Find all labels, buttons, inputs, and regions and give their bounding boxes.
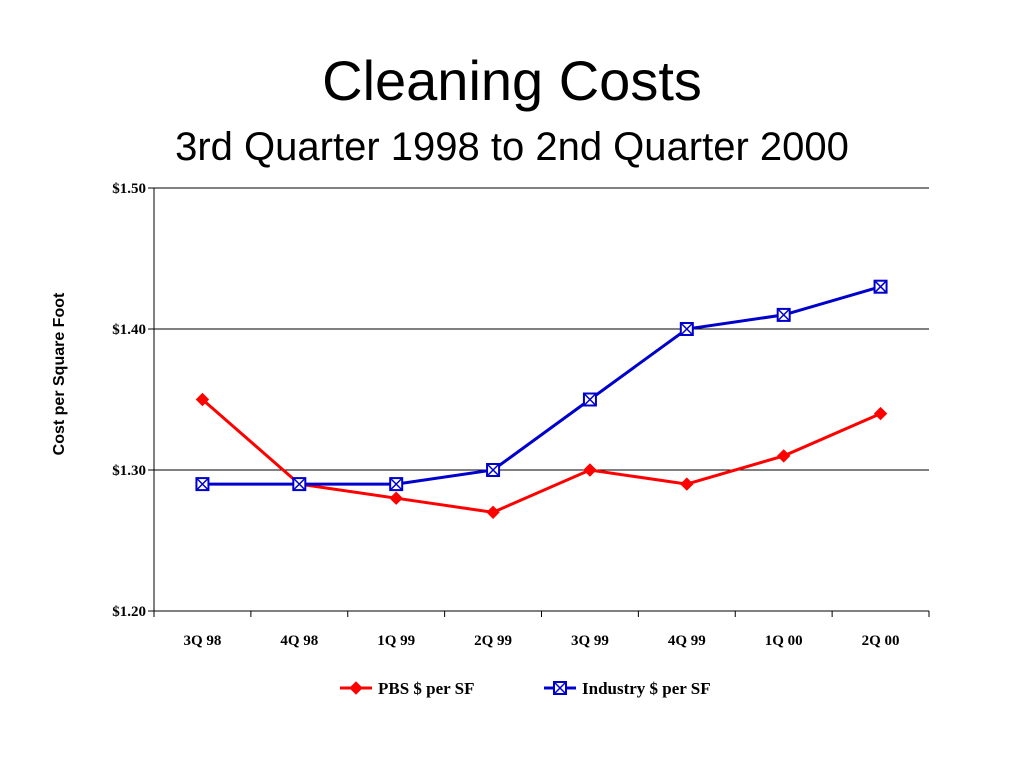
series-line	[201, 398, 882, 514]
series	[195, 279, 888, 520]
data-point	[195, 477, 210, 492]
data-point	[679, 322, 694, 336]
x-tick-label: 2Q 00	[862, 633, 900, 649]
x-tick-label: 4Q 99	[668, 633, 706, 649]
series-industry	[195, 279, 888, 492]
legend-marker	[349, 681, 363, 695]
x-tick-label: 1Q 00	[765, 633, 803, 649]
data-point	[776, 307, 791, 322]
legend-marker	[553, 681, 567, 695]
x-tick-label: 1Q 99	[377, 633, 415, 649]
axes	[148, 187, 930, 617]
y-tick-label: $1.50	[112, 181, 146, 197]
data-point	[195, 392, 210, 407]
data-point	[486, 505, 500, 520]
data-point	[389, 477, 404, 492]
series-pbs	[195, 392, 888, 520]
data-point	[873, 406, 888, 421]
legend-label: PBS $ per SF	[378, 679, 475, 698]
legend-label: Industry $ per SF	[582, 679, 711, 698]
series-line	[202, 285, 881, 486]
x-tick-label: 3Q 99	[571, 633, 609, 649]
grid-lines	[154, 187, 929, 471]
data-point	[873, 279, 888, 294]
x-tick-label: 3Q 98	[183, 633, 221, 649]
legend: PBS $ per SF Industry $ per SF	[340, 679, 711, 698]
tick-labels: $1.20 $1.30 $1.40 $1.50 3Q 98 4Q 98 1Q 99 2Q 99…	[112, 181, 899, 649]
chart-title: Cleaning Costs	[322, 49, 702, 112]
data-point	[583, 463, 597, 477]
y-axis-label: Cost per Square Foot	[51, 292, 68, 455]
y-tick-label: $1.30	[112, 463, 146, 479]
data-point	[582, 392, 597, 407]
x-tick-label: 2Q 99	[474, 633, 512, 649]
data-point	[776, 449, 791, 463]
data-point	[292, 477, 307, 492]
data-point	[486, 463, 501, 477]
y-tick-label: $1.40	[112, 322, 146, 338]
y-tick-label: $1.20	[112, 604, 146, 620]
data-point	[680, 477, 694, 491]
x-tick-label: 4Q 98	[280, 633, 318, 649]
data-point	[389, 491, 403, 505]
chart-subtitle: 3rd Quarter 1998 to 2nd Quarter 2000	[175, 125, 849, 169]
legend-item-pbs: PBS $ per SF	[340, 679, 475, 698]
legend-item-industry: Industry $ per SF	[544, 679, 711, 698]
